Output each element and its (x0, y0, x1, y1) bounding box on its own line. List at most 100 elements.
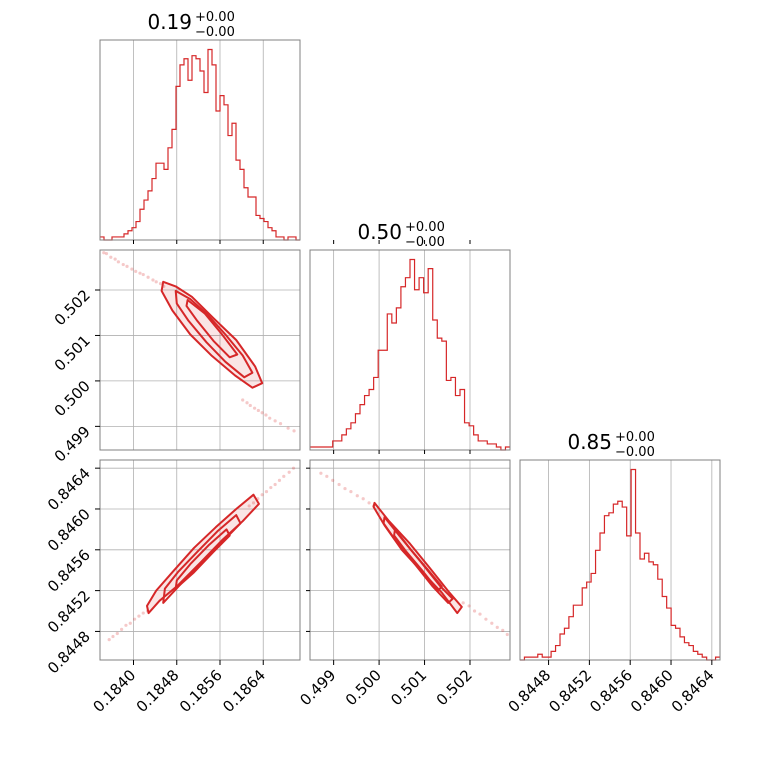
tick-label: 0.8456 (44, 546, 94, 596)
scatter-point (130, 267, 134, 271)
scatter-point (128, 621, 132, 625)
scatter-point (256, 408, 260, 413)
histogram-step (100, 48, 300, 241)
scatter-point (111, 634, 115, 639)
tick-label: 0.8460 (44, 505, 94, 555)
scatter-point (264, 490, 269, 494)
scatter-point (361, 497, 365, 501)
pair-panel-0 (99, 249, 301, 451)
tick-label: 0.502 (51, 286, 94, 329)
contour-level-1 (162, 514, 242, 604)
tick-label: 0.500 (51, 377, 94, 420)
scatter-point (124, 623, 128, 627)
panel-background (520, 460, 720, 660)
scatter-point (151, 278, 155, 282)
histogram-step (310, 258, 510, 451)
scatter-point (264, 413, 268, 417)
scatter-point (104, 252, 109, 256)
scatter-point (268, 416, 272, 420)
tick-label: 0.1856 (176, 666, 226, 716)
scatter-point (349, 490, 353, 494)
hist-panel-1 (309, 249, 511, 451)
scatter-point (319, 471, 323, 475)
scatter-point (260, 411, 264, 415)
panel-background (310, 250, 510, 450)
scatter-point (292, 429, 296, 433)
param-title-plus: +0.00 (195, 10, 235, 25)
scatter-point (109, 255, 113, 259)
panel-frame (309, 459, 511, 661)
scatter-point (495, 625, 499, 629)
scatter-point (102, 251, 106, 255)
pair-panel-1 (99, 459, 301, 661)
tick-label: 0.8460 (627, 666, 677, 716)
scatter-point (273, 482, 277, 487)
scatter-point (134, 269, 138, 273)
tick-label: 0.8456 (586, 666, 636, 716)
panel-frame (99, 249, 301, 451)
scatter-point (141, 611, 145, 615)
scatter-point (146, 275, 150, 279)
tick-label: 0.499 (296, 666, 339, 709)
scatter-point (125, 264, 129, 268)
scatter-point (287, 470, 291, 474)
scatter-point (121, 262, 125, 267)
scatter-point (115, 631, 119, 636)
panel-frame (99, 39, 301, 241)
scatter-point (501, 628, 505, 633)
histogram-step (520, 468, 720, 661)
contour-level-2 (185, 299, 239, 359)
scatter-point (484, 617, 488, 621)
tick-label: 0.8448 (505, 666, 555, 716)
hist-panel-2 (519, 459, 721, 661)
contour-level-0 (160, 280, 264, 389)
scatter-point (252, 406, 257, 410)
panel-frame (519, 459, 721, 661)
scatter-point (248, 403, 252, 408)
contour-level-1 (174, 289, 254, 379)
tick-label: 0.1864 (219, 666, 269, 716)
scatter-point (461, 601, 465, 605)
scatter-point (260, 493, 264, 497)
scatter-point (251, 501, 256, 505)
hist-panel-0 (99, 39, 301, 241)
scatter-point (490, 621, 494, 625)
scatter-point (355, 494, 359, 498)
scatter-point (158, 282, 163, 286)
scatter-point (291, 466, 296, 470)
scatter-point (286, 426, 290, 430)
scatter-point (154, 280, 158, 284)
param-title-minus: −0.00 (615, 445, 655, 460)
scatter-point (282, 474, 286, 478)
param-title-value: 0.50 (357, 220, 402, 244)
scatter-point (325, 474, 329, 478)
contour-level-2 (174, 528, 231, 590)
tick-label: 0.8448 (44, 628, 94, 678)
scatter-point (273, 419, 277, 423)
tick-label: 0.8464 (668, 666, 718, 716)
scatter-point (247, 504, 251, 508)
scatter-point (269, 485, 273, 490)
pair-panel-2 (309, 459, 511, 661)
param-title-value: 0.19 (147, 10, 192, 34)
tick-label: 0.1840 (89, 666, 139, 716)
param-title-plus: +0.00 (615, 430, 655, 445)
scatter-point (138, 271, 142, 275)
scatter-point (137, 614, 141, 618)
scatter-point (367, 501, 371, 505)
tick-label: 0.500 (342, 666, 385, 709)
param-title-value: 0.85 (567, 430, 612, 454)
tick-label: 0.8452 (545, 666, 595, 716)
param-title-plus: +0.00 (405, 220, 445, 235)
scatter-point (132, 617, 137, 621)
scatter-point (245, 401, 249, 405)
scatter-point (277, 478, 282, 483)
tick-label: 0.8452 (44, 587, 94, 637)
scatter-point (505, 632, 509, 637)
tick-label: 0.499 (51, 422, 94, 465)
tick-label: 0.501 (387, 666, 430, 709)
scatter-point (472, 609, 477, 613)
panel-frame (99, 459, 301, 661)
contour-level-2 (393, 528, 443, 592)
scatter-point (241, 398, 245, 402)
